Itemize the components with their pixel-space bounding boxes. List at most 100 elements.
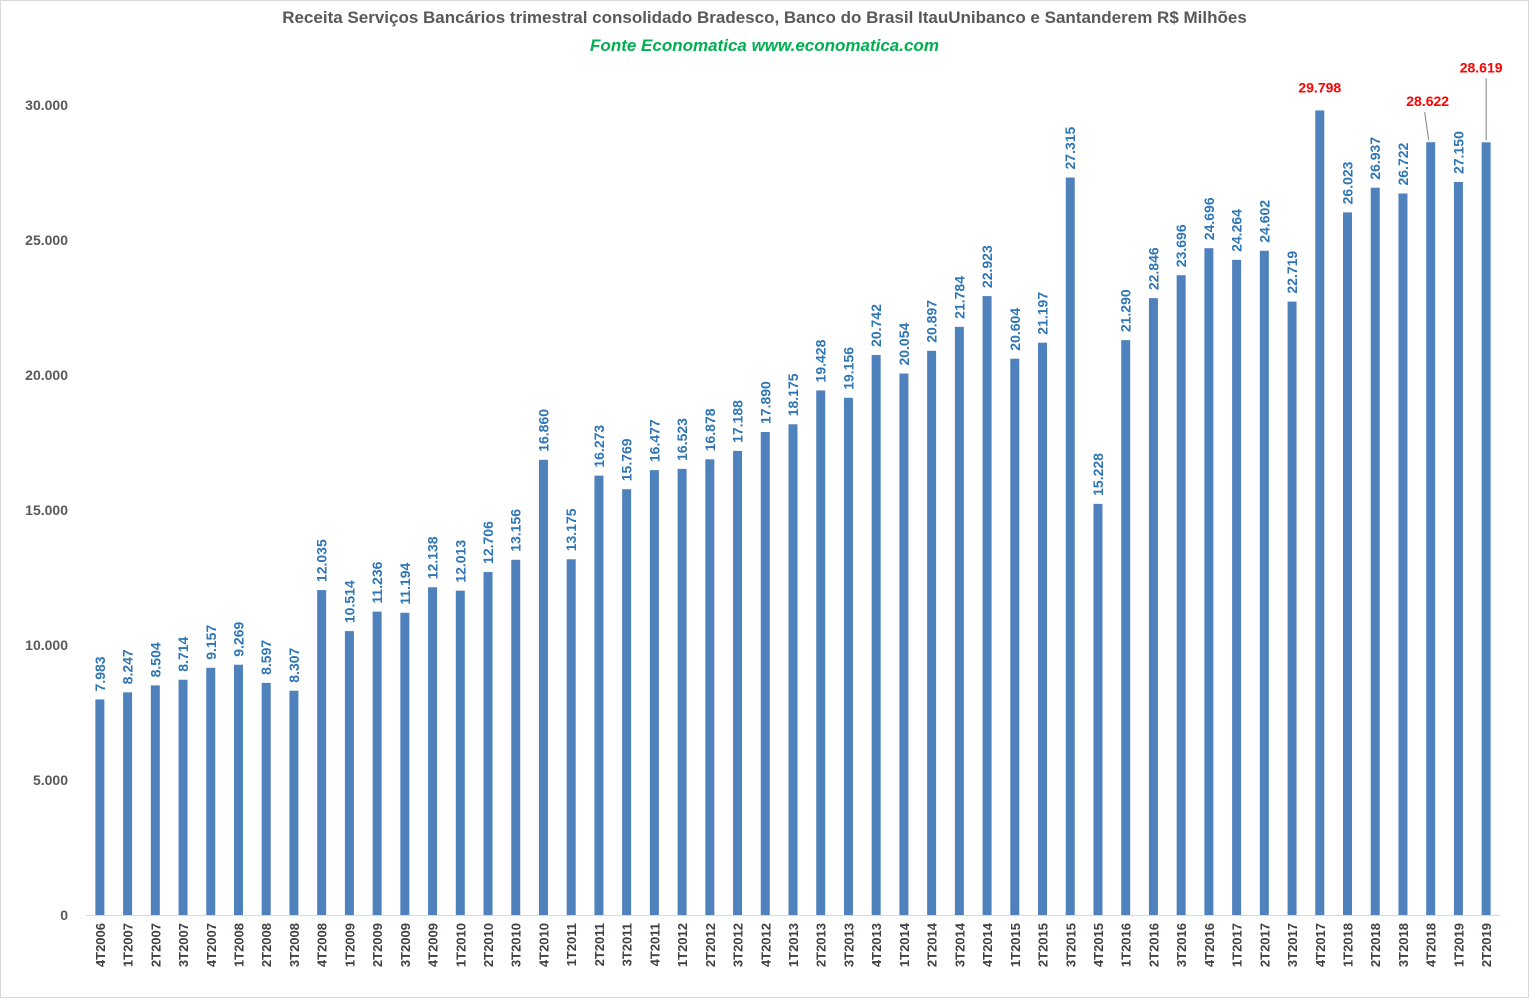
x-tick-label: 4T2007	[204, 923, 219, 967]
bar	[1121, 340, 1131, 915]
data-label: 8.504	[147, 642, 163, 677]
x-tick-label: 1T2014	[897, 922, 912, 967]
data-label: 23.696	[1173, 224, 1189, 267]
bar	[927, 350, 937, 915]
data-label: 26.937	[1367, 137, 1383, 180]
x-tick-label: 3T2008	[287, 923, 302, 967]
x-tick-label: 4T2012	[758, 923, 773, 967]
x-tick-label: 3T2012	[731, 923, 746, 967]
bar	[428, 587, 438, 915]
x-tick-label: 4T2010	[536, 923, 551, 967]
x-tick-label: 4T2017	[1313, 923, 1328, 967]
x-tick-label: 3T2015	[1063, 923, 1078, 967]
bar	[1204, 248, 1214, 915]
y-tick-label: 15.000	[25, 502, 68, 518]
x-tick-label: 1T2007	[121, 923, 136, 967]
bar	[649, 470, 659, 915]
x-tick-label: 2T2012	[703, 923, 718, 967]
bar	[123, 692, 133, 915]
data-label: 7.983	[92, 656, 108, 691]
data-label: 8.597	[258, 640, 274, 675]
bar	[1093, 503, 1103, 915]
data-label: 27.315	[1062, 126, 1078, 169]
data-label: 28.619	[1460, 59, 1503, 75]
x-tick-label: 1T2013	[786, 923, 801, 967]
x-tick-label: 1T2009	[342, 923, 357, 967]
bar	[982, 296, 992, 916]
data-label: 12.013	[452, 540, 468, 583]
bar	[233, 664, 243, 915]
data-label: 11.236	[369, 561, 385, 603]
x-tick-label: 1T2018	[1341, 923, 1356, 967]
bar	[1065, 177, 1075, 915]
bar	[317, 590, 327, 915]
bar	[843, 397, 853, 916]
x-tick-label: 1T2012	[675, 923, 690, 967]
bar	[95, 699, 105, 915]
data-label: 20.054	[896, 323, 912, 366]
data-label: 12.138	[425, 536, 441, 579]
bar	[705, 459, 715, 915]
data-label: 11.194	[397, 563, 413, 605]
bar	[733, 450, 743, 915]
data-label: 16.523	[674, 418, 690, 461]
x-tick-label: 2T2014	[925, 922, 940, 967]
x-tick-label: 4T2015	[1091, 923, 1106, 967]
data-label: 27.150	[1450, 131, 1466, 174]
data-label: 19.428	[813, 339, 829, 382]
x-tick-label: 2T2011	[592, 923, 607, 966]
x-tick-label: 3T2009	[398, 923, 413, 967]
data-label: 21.290	[1118, 289, 1134, 332]
data-label: 20.604	[1007, 308, 1023, 351]
data-label: 24.264	[1229, 209, 1245, 252]
data-label: 8.307	[286, 647, 302, 682]
bar	[150, 685, 160, 915]
bar	[1148, 298, 1158, 916]
data-label: 17.188	[730, 400, 746, 443]
bar	[1287, 301, 1297, 915]
bar	[455, 590, 465, 915]
x-tick-label: 4T2009	[426, 923, 441, 967]
bar	[788, 424, 798, 915]
chart-title: Receita Serviços Bancários trimestral co…	[282, 8, 1247, 27]
bar	[566, 559, 576, 915]
x-tick-label: 4T2018	[1424, 923, 1439, 967]
data-label: 16.878	[702, 408, 718, 451]
x-tick-label: 1T2011	[564, 923, 579, 966]
bar	[206, 667, 216, 915]
x-tick-label: 2T2019	[1479, 923, 1494, 967]
bar	[1038, 342, 1048, 915]
x-tick-label: 2T2015	[1036, 923, 1051, 967]
data-label: 20.742	[868, 304, 884, 347]
bar	[1398, 193, 1408, 916]
data-label: 15.769	[619, 438, 635, 481]
x-tick-label: 1T2017	[1230, 923, 1245, 967]
x-tick-label: 2T2008	[259, 923, 274, 967]
bar	[677, 468, 687, 915]
x-tick-label: 2T2016	[1146, 923, 1161, 967]
data-label: 29.798	[1298, 79, 1341, 95]
bar	[594, 475, 604, 915]
x-tick-label: 4T2006	[93, 923, 108, 967]
data-label: 22.923	[979, 245, 995, 288]
bar	[1453, 181, 1463, 915]
y-tick-label: 0	[60, 907, 68, 923]
data-label: 26.722	[1395, 142, 1411, 185]
x-tick-label: 2T2013	[814, 923, 829, 967]
bar	[1370, 187, 1380, 916]
x-tick-label: 3T2016	[1174, 923, 1189, 967]
y-tick-label: 30.000	[25, 97, 68, 113]
data-label: 12.035	[314, 539, 330, 582]
y-tick-label: 5.000	[33, 772, 68, 788]
data-label: 24.696	[1201, 197, 1217, 240]
y-tick-label: 25.000	[25, 232, 68, 248]
data-label: 9.157	[203, 625, 219, 660]
bar	[1343, 212, 1353, 915]
data-label: 28.622	[1406, 93, 1449, 109]
data-label: 24.602	[1256, 200, 1272, 243]
x-tick-label: 3T2010	[509, 923, 524, 967]
x-tick-label: 3T2014	[952, 922, 967, 967]
x-tick-label: 3T2017	[1285, 923, 1300, 967]
x-tick-label: 2T2018	[1368, 923, 1383, 967]
data-label: 18.175	[785, 373, 801, 416]
